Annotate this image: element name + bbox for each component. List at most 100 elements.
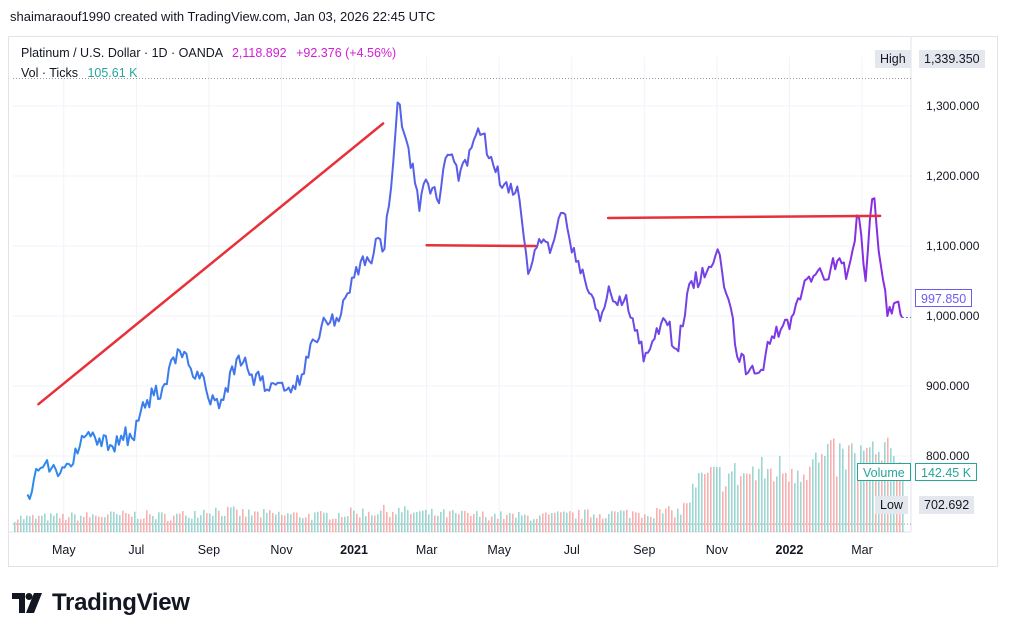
volume-bar [65, 519, 67, 532]
tradingview-logo[interactable]: TradingView [12, 588, 190, 618]
volume-bar [602, 518, 604, 532]
volume-bar [611, 511, 613, 532]
volume-bar [212, 515, 214, 532]
volume-bar [131, 516, 133, 532]
volume-bar [716, 466, 718, 532]
volume-bar [728, 473, 730, 532]
symbol-legend-row[interactable]: Platinum / U.S. Dollar · 1D · OANDA 2,11… [21, 43, 396, 63]
volume-bar [257, 511, 259, 532]
x-tick-label: Nov [270, 543, 293, 557]
volume-bar [860, 445, 862, 532]
volume-bar [194, 510, 196, 532]
volume-bar [47, 520, 49, 532]
volume-bar [482, 511, 484, 532]
volume-bar [155, 519, 157, 532]
volume-bar [251, 515, 253, 532]
volume-bar [797, 470, 799, 532]
volume-bar [215, 507, 217, 532]
tradingview-logo-icon [12, 593, 42, 613]
volume-bar [98, 516, 100, 532]
volume-bar [203, 509, 205, 532]
volume-bar [278, 511, 280, 532]
volume-bar [647, 516, 649, 532]
volume-bar [359, 517, 361, 532]
volume-bar [590, 517, 592, 532]
volume-bar [284, 515, 286, 532]
volume-bar [485, 517, 487, 532]
volume-bar [164, 513, 166, 532]
volume-bar [788, 481, 790, 532]
volume-bar [518, 511, 520, 532]
y-tick-label: 900.000 [926, 379, 970, 393]
volume-bar [380, 510, 382, 532]
volume-bar [512, 513, 514, 532]
x-tick-label: Jul [128, 543, 144, 557]
volume-bar [389, 516, 391, 532]
volume-bar [104, 517, 106, 532]
volume-bar [626, 509, 628, 532]
volume-bar [620, 510, 622, 532]
volume-bar [167, 520, 169, 532]
volume-bar [245, 516, 247, 532]
volume-bar [527, 515, 529, 532]
x-tick-label: Jul [564, 543, 580, 557]
volume-bar [473, 514, 475, 532]
volume-bar [467, 512, 469, 532]
volume-bar [746, 473, 748, 532]
volume-bar [791, 468, 793, 532]
volume-bar [209, 513, 211, 532]
volume-bar [371, 515, 373, 532]
volume-bar [521, 515, 523, 532]
volume-bar [629, 517, 631, 532]
volume-bar [53, 515, 55, 532]
volume-bar [617, 512, 619, 532]
volume-bar [800, 481, 802, 532]
volume-bar [149, 514, 151, 532]
volume-bar [413, 512, 415, 532]
x-tick-label: Mar [416, 543, 438, 557]
volume-bar [338, 512, 340, 532]
volume-bar [659, 509, 661, 532]
volume-bar [410, 514, 412, 532]
chart-legend: Platinum / U.S. Dollar · 1D · OANDA 2,11… [21, 43, 396, 83]
low-value-tag: 702.692 [919, 496, 975, 514]
volume-bar [755, 480, 757, 532]
volume-bar [404, 506, 406, 532]
volume-bar [116, 513, 118, 532]
volume-bar [71, 512, 73, 532]
volume-bar [776, 476, 778, 532]
volume-bar [14, 521, 16, 532]
volume-legend-row[interactable]: Vol · Ticks 105.61 K [21, 63, 396, 83]
volume-bar [383, 504, 385, 532]
volume-bar [479, 516, 481, 532]
price-series-line [26, 101, 903, 500]
volume-bar [656, 508, 658, 532]
volume-bar [650, 516, 652, 532]
volume-bar [782, 473, 784, 532]
price-chart[interactable]: 800.000 900.000 1,000.000 1,100.000 1,200.00… [9, 37, 997, 566]
volume-value: 105.61 K [87, 66, 138, 80]
volume-bar [536, 518, 538, 532]
chart-panel[interactable]: 800.000 900.000 1,000.000 1,100.000 1,200.00… [8, 36, 998, 567]
volume-bar [266, 512, 268, 532]
volume-bar [731, 471, 733, 532]
volume-bar [122, 510, 124, 532]
high-label-tag: High [875, 50, 911, 68]
volume-bar [542, 513, 544, 532]
volume-bar [719, 467, 721, 532]
volume-bar [671, 510, 673, 532]
volume-bar [701, 472, 703, 532]
volume-bar [341, 517, 343, 532]
volume-bar [170, 520, 172, 532]
volume-bar [785, 472, 787, 532]
volume-bar [635, 512, 637, 532]
volume-bar [377, 514, 379, 532]
volume-bar [491, 516, 493, 532]
volume-bar [329, 519, 331, 532]
volume-bar [704, 474, 706, 532]
volume-bar [44, 513, 46, 532]
volume-bar [470, 515, 472, 532]
volume-bar [773, 481, 775, 532]
volume-bar [587, 509, 589, 532]
volume-bar [281, 514, 283, 532]
